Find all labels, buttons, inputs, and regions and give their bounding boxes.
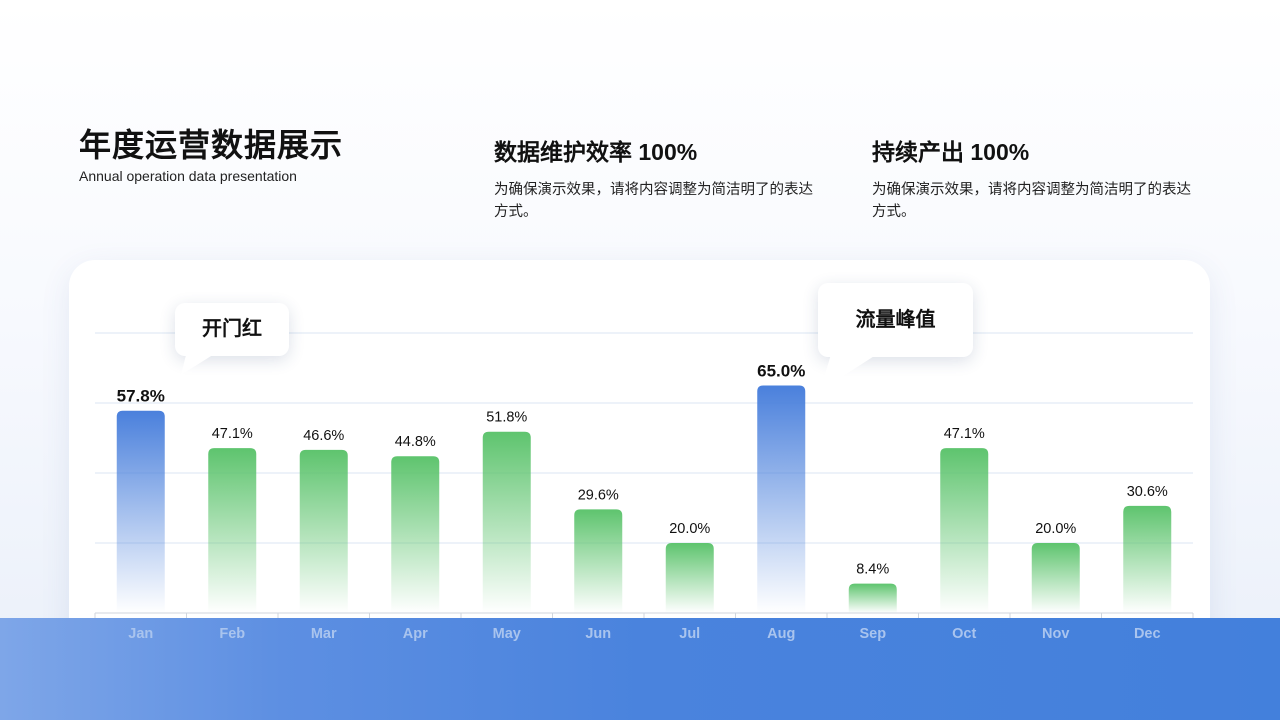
data-label-sep: 8.4% (856, 562, 889, 578)
data-label-jun: 29.6% (578, 487, 619, 503)
stat-continuous-output: 持续产出 100% 为确保演示效果，请将内容调整为简洁明了的表达方式。 (872, 133, 1202, 223)
page-title: 年度运营数据展示 (79, 127, 344, 163)
stat-description: 为确保演示效果，请将内容调整为简洁明了的表达方式。 (494, 182, 813, 220)
bar-mar (299, 449, 348, 613)
data-label-mar: 46.6% (303, 428, 344, 444)
stat-description: 为确保演示效果，请将内容调整为简洁明了的表达方式。 (872, 182, 1191, 220)
bar-jul (665, 543, 714, 613)
bar-feb (208, 448, 257, 613)
data-label-jul: 20.0% (669, 521, 710, 537)
stat-title: 持续产出 100% (872, 139, 1030, 165)
bar-nov (1031, 543, 1080, 613)
bar-jan (116, 410, 165, 613)
bottom-band (0, 618, 1280, 720)
callout-label: 流量峰值 (855, 309, 936, 331)
data-label-dec: 30.6% (1127, 484, 1168, 500)
data-label-aug: 65.0% (757, 362, 805, 381)
bar-sep (848, 583, 897, 613)
callout-label: 开门红 (202, 318, 262, 340)
callout-jan: 开门红 (175, 303, 289, 375)
bar-may (482, 431, 531, 613)
page-subtitle: Annual operation data presentation (79, 168, 297, 184)
data-label-feb: 47.1% (212, 426, 253, 442)
bar-oct (940, 448, 989, 613)
callout-tail (181, 351, 219, 375)
data-label-jan: 57.8% (117, 387, 165, 406)
data-label-nov: 20.0% (1035, 521, 1076, 537)
data-label-oct: 47.1% (944, 426, 985, 442)
callout-tail (820, 351, 882, 391)
bar-dec (1123, 505, 1172, 613)
stat-title: 数据维护效率 100% (494, 139, 698, 165)
data-label-apr: 44.8% (395, 434, 436, 450)
callout-aug: 流量峰值 (818, 283, 973, 391)
stat-maintenance-efficiency: 数据维护效率 100% 为确保演示效果，请将内容调整为简洁明了的表达方式。 (494, 133, 824, 223)
data-label-may: 51.8% (486, 410, 527, 426)
bar-jun (574, 509, 623, 613)
bar-aug (757, 385, 806, 613)
bar-apr (391, 456, 440, 613)
